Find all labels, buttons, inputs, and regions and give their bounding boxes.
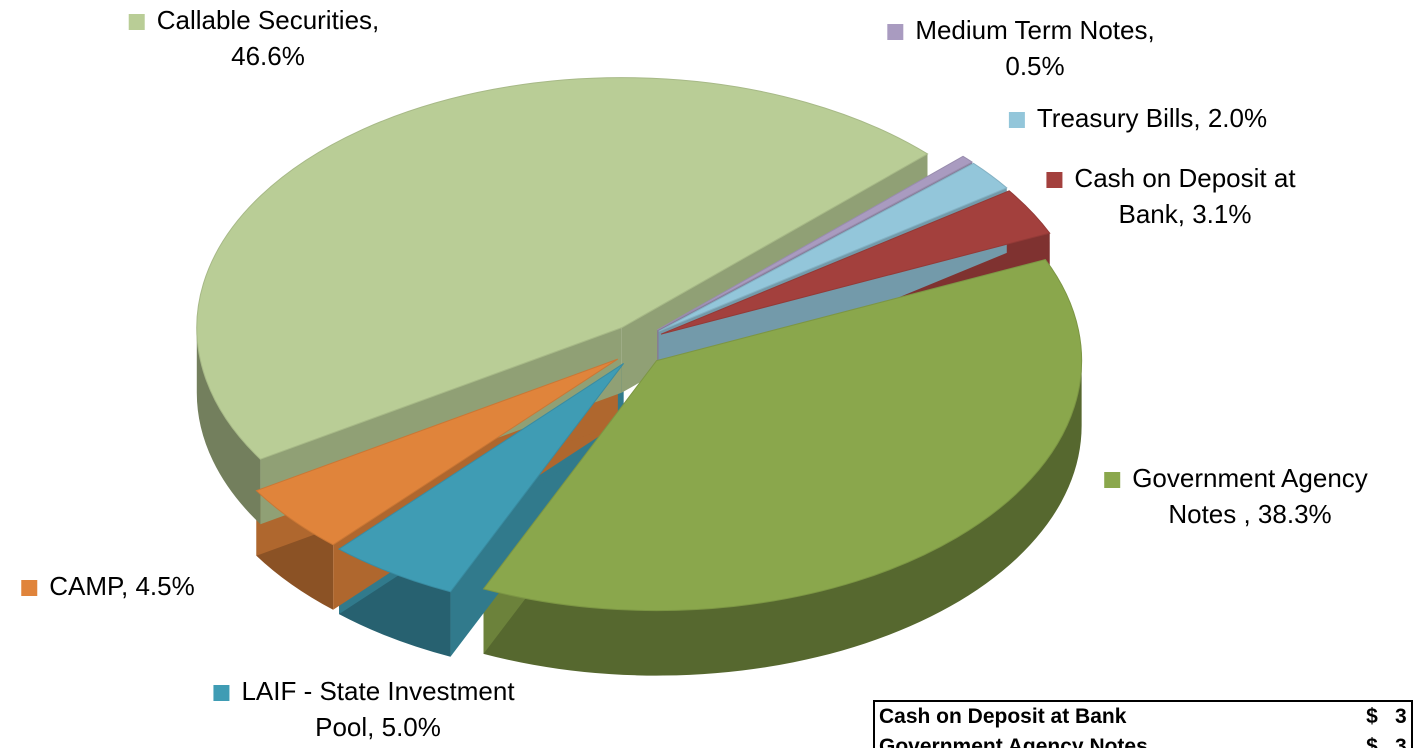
- legend-swatch: [1104, 472, 1121, 488]
- slice: [482, 258, 1083, 612]
- data-label-line: Bank, 3.1%: [1119, 199, 1252, 229]
- data-label: LAIF - State Investment Pool, 5.0%: [241, 676, 515, 742]
- slice: [660, 190, 1051, 335]
- data-label-line: Notes , 38.3%: [1168, 499, 1331, 529]
- slice-tops: [196, 77, 1083, 612]
- slice-side: [196, 327, 261, 525]
- slice: [255, 358, 619, 546]
- legend-swatch: [1008, 112, 1025, 128]
- data-label-line: CAMP, 4.5%: [49, 571, 194, 601]
- table-row: Cash on Deposit at Bank $3: [874, 701, 1412, 732]
- data-label-line: Cash on Deposit at: [1074, 163, 1296, 193]
- slice-side: [483, 360, 1082, 676]
- data-label-line: Treasury Bills, 2.0%: [1037, 103, 1267, 133]
- data-label: Callable Securities, 46.6%: [157, 5, 380, 71]
- data-label-line: Callable Securities,: [157, 5, 380, 35]
- legend-swatch: [1046, 172, 1063, 188]
- data-label: Cash on Deposit at Bank, 3.1%: [1074, 163, 1296, 229]
- legend-swatch: [213, 685, 230, 701]
- legend-swatch: [887, 24, 904, 40]
- table-row: Government Agency Notes $3: [874, 732, 1412, 748]
- data-label-line: 46.6%: [231, 41, 305, 71]
- table-cell: 3: [1395, 705, 1407, 728]
- legend-swatch: [128, 14, 145, 30]
- data-label-line: LAIF - State Investment: [241, 676, 515, 706]
- data-label-line: Medium Term Notes,: [915, 15, 1154, 45]
- table-cell: 3: [1395, 735, 1407, 748]
- summary-table: Cash on Deposit at Bank $3 Government Agen…: [873, 700, 1413, 748]
- data-label: Medium Term Notes, 0.5%: [915, 15, 1154, 81]
- slice: [338, 363, 625, 593]
- legend-swatch: [21, 580, 38, 596]
- data-label-line: 0.5%: [1005, 51, 1064, 81]
- data-label: Government Agency Notes , 38.3%: [1132, 463, 1368, 529]
- data-label-line: Government Agency: [1132, 463, 1368, 493]
- data-label: Treasury Bills, 2.0%: [1037, 103, 1267, 133]
- table-cell: $: [1366, 705, 1378, 728]
- table-cell: Government Agency Notes: [879, 735, 1148, 748]
- slice: [196, 77, 929, 460]
- slice: [658, 162, 1008, 332]
- data-label-line: Pool, 5.0%: [315, 712, 441, 742]
- data-label: CAMP, 4.5%: [49, 571, 194, 601]
- table-cell: $: [1366, 735, 1378, 748]
- table-cell: Cash on Deposit at Bank: [879, 705, 1127, 728]
- slice: [657, 155, 974, 331]
